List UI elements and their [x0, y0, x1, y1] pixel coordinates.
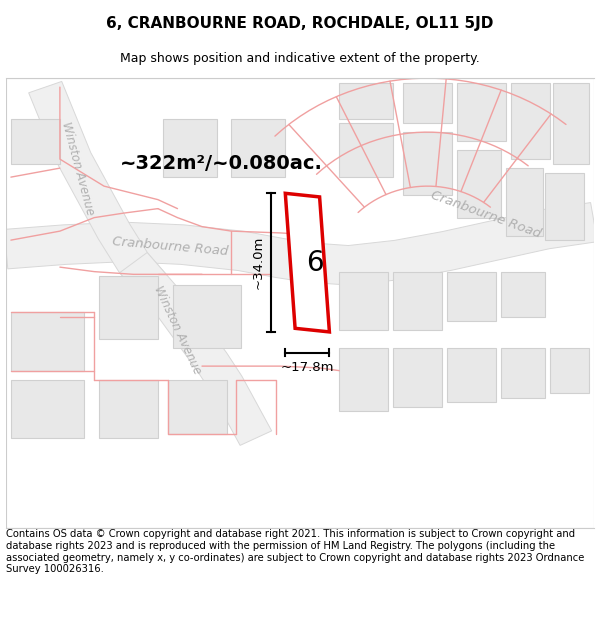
- Polygon shape: [403, 82, 452, 123]
- Polygon shape: [163, 119, 217, 177]
- Polygon shape: [501, 272, 545, 317]
- Polygon shape: [501, 348, 545, 398]
- Polygon shape: [339, 123, 393, 177]
- Polygon shape: [4, 202, 598, 285]
- Polygon shape: [286, 193, 329, 332]
- Polygon shape: [232, 119, 286, 177]
- Polygon shape: [403, 132, 452, 195]
- Polygon shape: [553, 82, 589, 164]
- Text: ~17.8m: ~17.8m: [281, 361, 334, 374]
- Polygon shape: [447, 348, 496, 402]
- Polygon shape: [457, 150, 501, 218]
- Polygon shape: [99, 276, 158, 339]
- Text: Contains OS data © Crown copyright and database right 2021. This information is : Contains OS data © Crown copyright and d…: [6, 529, 584, 574]
- Polygon shape: [11, 312, 85, 371]
- Polygon shape: [173, 285, 241, 348]
- Polygon shape: [119, 253, 272, 446]
- Polygon shape: [29, 81, 167, 295]
- Text: 6: 6: [307, 249, 324, 277]
- Polygon shape: [511, 82, 550, 159]
- Polygon shape: [447, 272, 496, 321]
- Text: 6, CRANBOURNE ROAD, ROCHDALE, OL11 5JD: 6, CRANBOURNE ROAD, ROCHDALE, OL11 5JD: [106, 16, 494, 31]
- Polygon shape: [457, 82, 506, 141]
- Text: Winston Avenue: Winston Avenue: [59, 120, 96, 216]
- Polygon shape: [339, 272, 388, 330]
- Polygon shape: [506, 168, 543, 236]
- Text: Cranbourne Road: Cranbourne Road: [430, 189, 543, 241]
- Text: Winston Avenue: Winston Avenue: [151, 284, 204, 376]
- Text: Cranbourne Road: Cranbourne Road: [112, 235, 229, 258]
- Text: Map shows position and indicative extent of the property.: Map shows position and indicative extent…: [120, 52, 480, 65]
- Text: ~34.0m: ~34.0m: [252, 236, 265, 289]
- Polygon shape: [11, 379, 85, 438]
- Polygon shape: [339, 82, 393, 119]
- Polygon shape: [393, 272, 442, 330]
- Polygon shape: [550, 348, 589, 393]
- Text: ~322m²/~0.080ac.: ~322m²/~0.080ac.: [120, 154, 323, 173]
- Polygon shape: [339, 348, 388, 411]
- Polygon shape: [99, 379, 158, 438]
- Polygon shape: [393, 348, 442, 407]
- Polygon shape: [168, 379, 227, 434]
- Polygon shape: [11, 119, 60, 164]
- Polygon shape: [545, 173, 584, 240]
